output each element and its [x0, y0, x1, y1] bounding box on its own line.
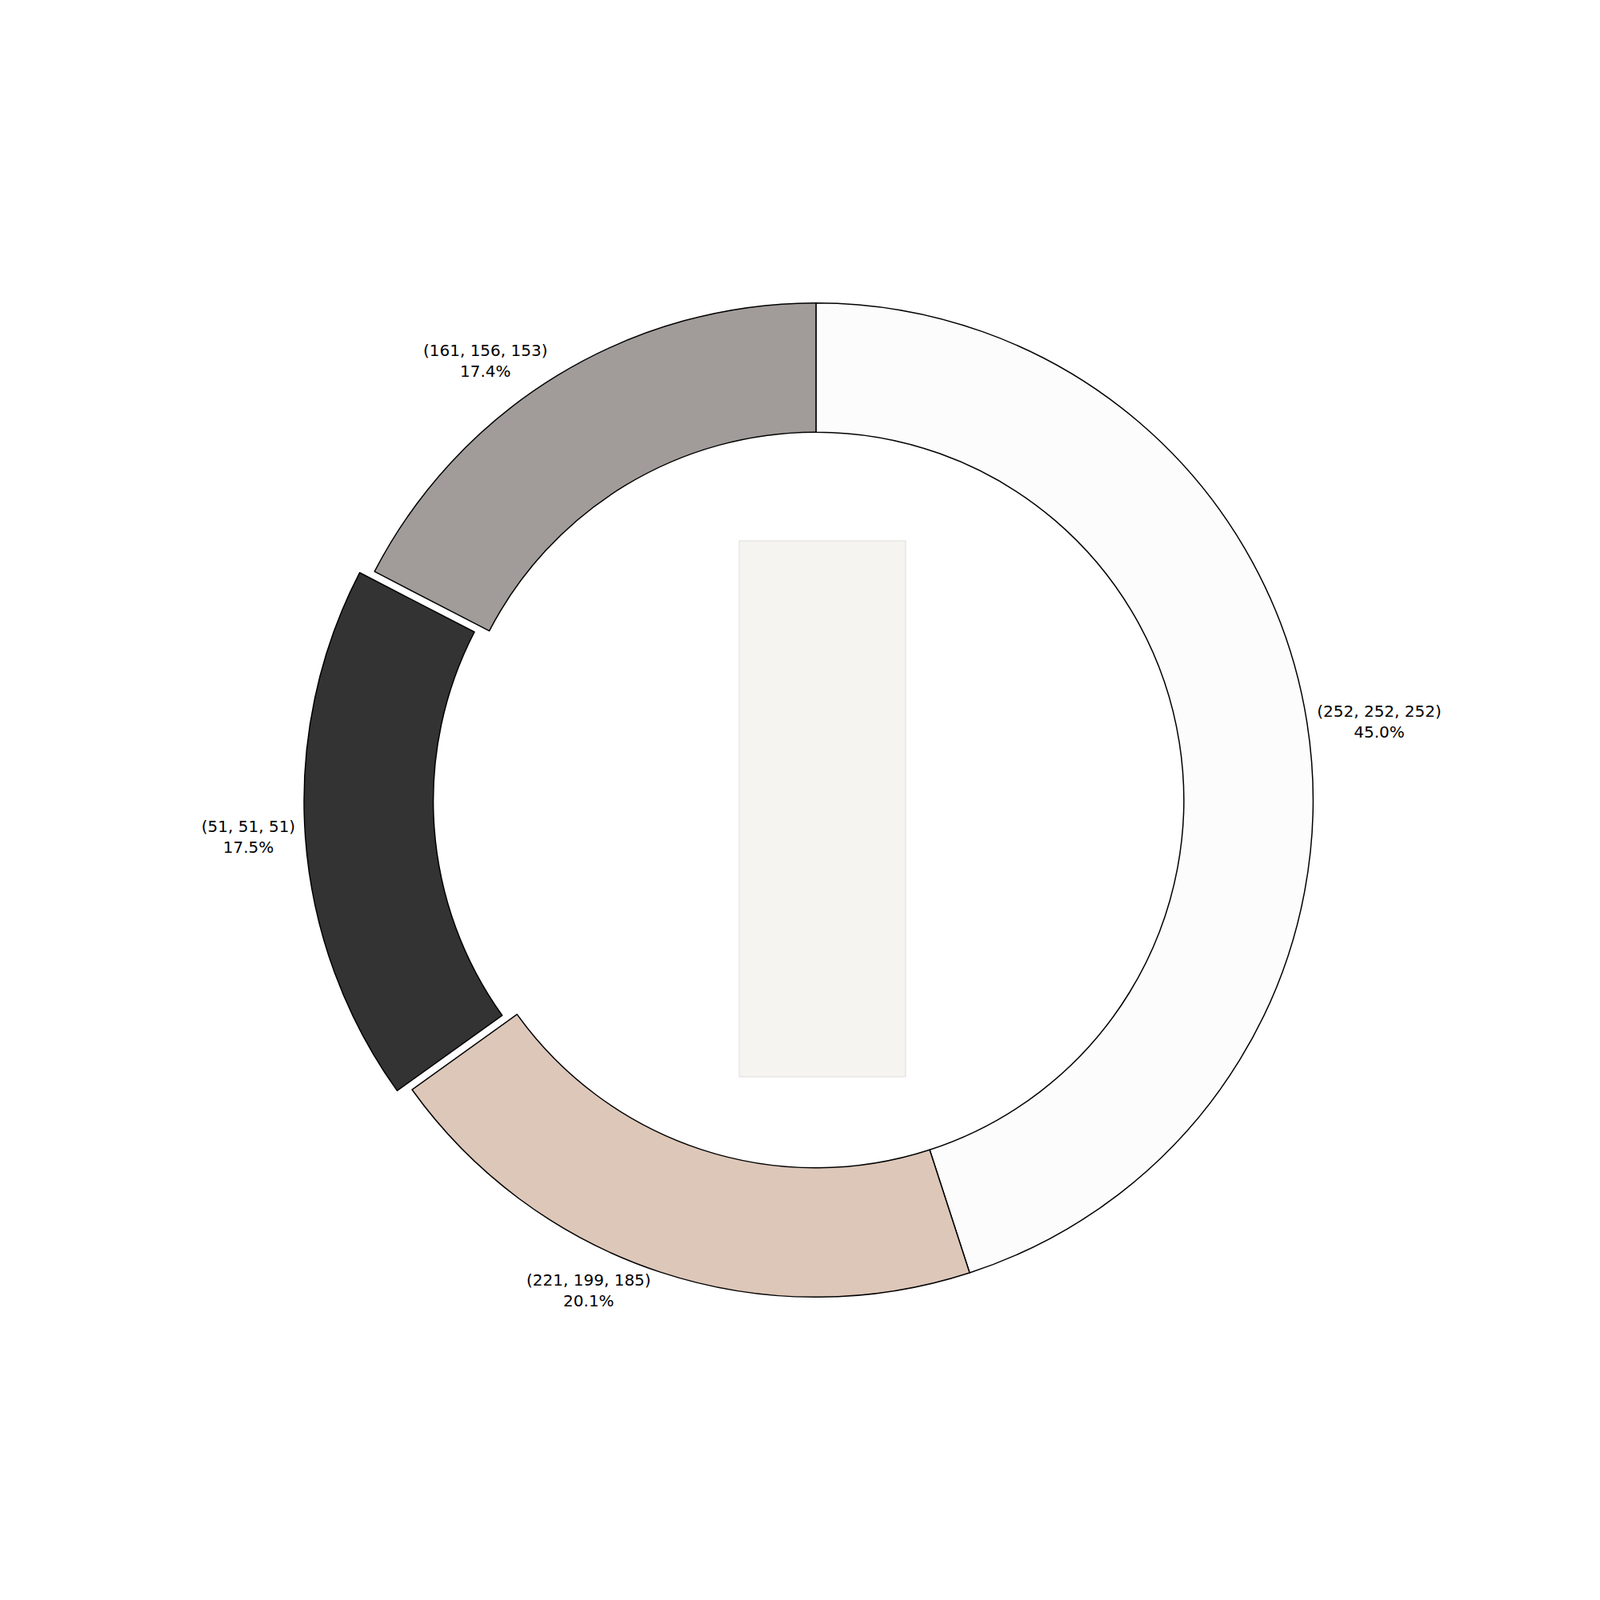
- svg-text:(161, 156, 153)17.4%: (161, 156, 153)17.4%: [423, 340, 548, 381]
- svg-text:(51, 51, 51)17.5%: (51, 51, 51)17.5%: [201, 816, 296, 857]
- svg-text:(252, 252, 252)45.0%: (252, 252, 252)45.0%: [1316, 701, 1442, 742]
- svg-text:(221, 199, 185)20.1%: (221, 199, 185)20.1%: [526, 1270, 652, 1311]
